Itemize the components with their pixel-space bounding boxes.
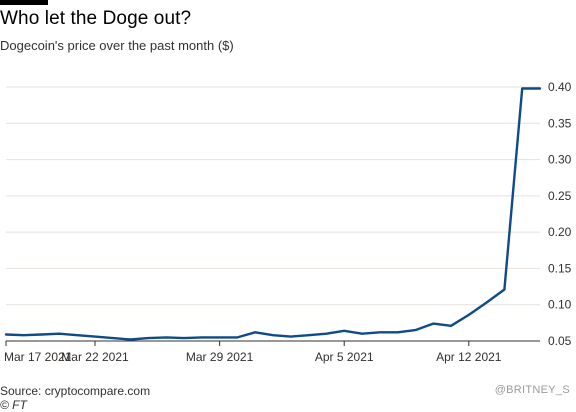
x-tick-label: Mar 29 2021 <box>186 350 254 364</box>
y-tick-label: 0.40 <box>548 80 572 94</box>
y-tick-label: 0.25 <box>548 189 572 203</box>
y-tick-label: 0.20 <box>548 225 572 239</box>
grid-lines <box>6 87 540 305</box>
x-tick-label: Mar 22 2021 <box>61 350 129 364</box>
y-tick-label: 0.30 <box>548 153 572 167</box>
series-group <box>6 88 540 339</box>
chart-title: Who let the Doge out? <box>0 8 191 30</box>
credit-note: © FT <box>0 398 27 412</box>
y-axis-ticks: 0.05 0.10 0.15 0.20 0.25 0.30 0.35 0.40 <box>548 80 572 348</box>
watermark: @BRITNEY_S <box>495 384 570 396</box>
source-note: Source: cryptocompare.com <box>0 384 150 398</box>
chart-subtitle: Dogecoin's price over the past month ($) <box>0 38 234 53</box>
y-tick-label: 0.05 <box>548 334 572 348</box>
line-chart: 0.050.100.150.200.250.300.350.40 Mar 17 … <box>0 70 576 370</box>
x-tick-label: Apr 12 2021 <box>436 350 502 364</box>
y-tick-label: 0.10 <box>548 298 572 312</box>
x-tick-label: Apr 5 2021 <box>315 350 374 364</box>
y-tick-label: 0.35 <box>548 116 572 130</box>
series-line-dogecoin <box>6 89 540 340</box>
brand-bar <box>0 0 48 5</box>
y-tick-label: 0.15 <box>548 261 572 275</box>
